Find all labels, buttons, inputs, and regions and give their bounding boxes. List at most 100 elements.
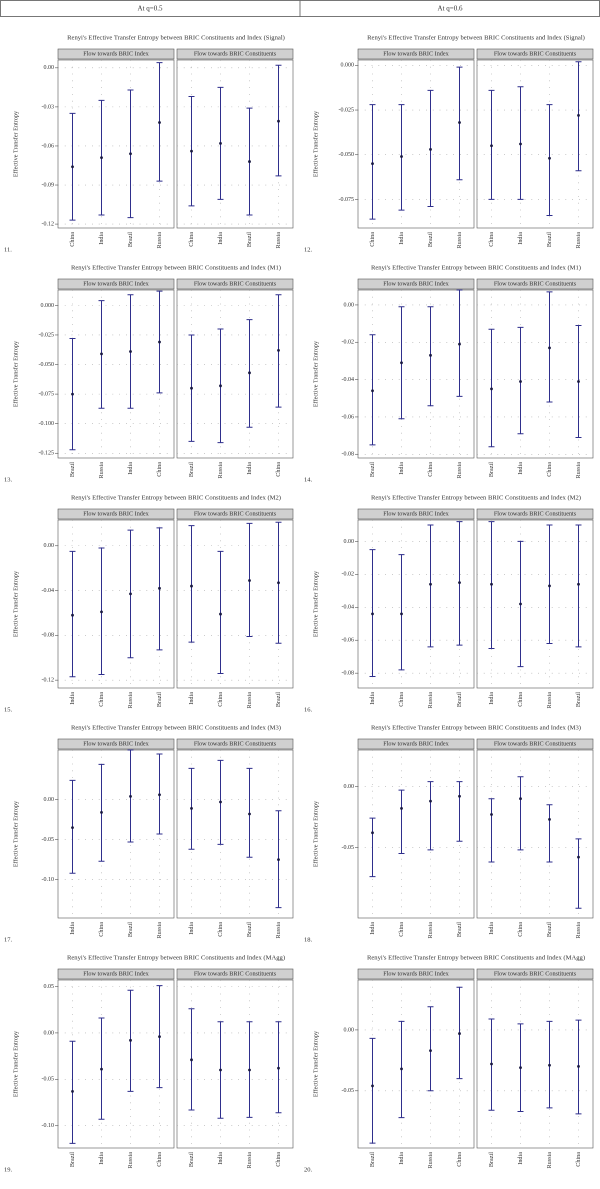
facet-strip [176, 968, 294, 980]
facet-label: Flow towards BRIC Index [83, 280, 149, 287]
mean-point [190, 584, 193, 588]
chart-title: Renyi's Effective Transfer Entropy betwe… [371, 725, 581, 732]
y-tick-label: 0.00 [344, 539, 355, 545]
y-tick-label: -0.05 [342, 1088, 355, 1094]
panel [57, 289, 175, 459]
y-axis-label: Effective Transfer Entropy [312, 570, 319, 637]
column-header: At q=0.6 [438, 5, 463, 13]
facet-strip [476, 48, 594, 60]
x-tick-label: Russia [427, 1152, 434, 1169]
y-tick-label: 0.00 [44, 1030, 55, 1036]
chart-title: Renyi's Effective Transfer Entropy betwe… [67, 955, 285, 962]
y-tick-label: -0.05 [42, 837, 55, 843]
x-tick-label: Brazil [246, 922, 253, 937]
error-bar [427, 524, 434, 648]
y-tick-label: -0.04 [42, 588, 55, 594]
mean-point [519, 1066, 522, 1070]
chart-title: Renyi's Effective Transfer Entropy betwe… [367, 955, 585, 962]
y-tick-label: -0.09 [42, 182, 55, 188]
y-tick-label: -0.06 [42, 143, 55, 149]
facet-label: Flow towards BRIC Constituents [194, 740, 277, 747]
y-axis-label: Effective Transfer Entropy [12, 570, 19, 637]
figure-number: 18. [304, 936, 313, 943]
panel [57, 59, 175, 229]
x-tick-label: India [488, 692, 495, 705]
x-tick-label: Brazil [575, 692, 582, 707]
y-axis-label: Effective Transfer Entropy [12, 110, 19, 177]
mean-point [248, 371, 251, 375]
mean-point [490, 144, 493, 148]
mean-point [577, 380, 580, 383]
y-axis-label: Effective Transfer Entropy [12, 800, 19, 867]
x-tick-label: India [217, 232, 224, 245]
mean-point [248, 160, 251, 163]
x-tick-label: China [156, 462, 163, 477]
facet-label: Flow towards BRIC Constituents [194, 510, 277, 517]
y-tick-label: 0.000 [41, 303, 55, 309]
facet-label: Flow towards BRIC Index [383, 50, 449, 57]
x-tick-label: India [517, 232, 524, 245]
mean-point [371, 831, 374, 835]
y-tick-label: -0.075 [339, 197, 355, 203]
error-bar [488, 798, 495, 863]
x-tick-label: India [398, 232, 405, 245]
x-tick-label: China [398, 922, 405, 937]
panel [176, 749, 294, 919]
x-tick-label: Russia [246, 692, 253, 709]
error-bar [369, 817, 376, 878]
error-bar [188, 525, 195, 643]
y-tick-label: -0.100 [39, 421, 55, 427]
facet-label: Flow towards BRIC Index [83, 970, 149, 977]
error-bar [456, 781, 463, 842]
x-tick-label: China [427, 462, 434, 477]
x-tick-label: Brazil [456, 922, 463, 937]
facet-strip [357, 48, 475, 60]
column-header: At q=0.5 [138, 5, 163, 13]
x-tick-label: India [246, 462, 253, 475]
mean-point [158, 121, 161, 124]
error-bar [398, 554, 405, 671]
mean-point [71, 165, 74, 169]
x-tick-label: China [98, 692, 105, 707]
facet-label: Flow towards BRIC Index [83, 510, 149, 517]
mean-point [548, 346, 551, 350]
mean-point [519, 142, 522, 146]
x-tick-label: Brazil [369, 462, 376, 477]
panel [57, 519, 175, 689]
y-axis-label: Effective Transfer Entropy [312, 110, 319, 177]
x-tick-label: India [188, 922, 195, 935]
y-tick-label: -0.05 [42, 1077, 55, 1083]
figure-number: 12. [304, 246, 313, 253]
error-bar [369, 1037, 376, 1144]
chart-title: Renyi's Effective Transfer Entropy betwe… [367, 35, 585, 42]
mean-point [548, 156, 551, 160]
x-tick-label: India [369, 922, 376, 935]
y-tick-label: -0.05 [342, 845, 355, 851]
mean-point [129, 350, 132, 353]
mean-point [129, 795, 132, 798]
x-tick-label: China [517, 922, 524, 937]
y-tick-label: 0.00 [44, 543, 55, 549]
x-tick-label: Russia [546, 1152, 553, 1169]
facet-strip [357, 508, 475, 520]
x-tick-label: China [517, 692, 524, 707]
panel [357, 59, 475, 229]
mean-point [248, 812, 251, 816]
error-bar [217, 550, 224, 674]
y-tick-label: -0.125 [39, 451, 55, 457]
mean-point [248, 1068, 251, 1072]
figure-number: 15. [4, 706, 13, 713]
mean-point [71, 826, 74, 829]
y-tick-label: -0.025 [39, 332, 55, 338]
y-tick-label: -0.02 [342, 572, 355, 578]
mean-point [219, 384, 222, 388]
x-tick-label: Russia [275, 922, 282, 939]
x-tick-label: Russia [456, 462, 463, 479]
y-tick-label: -0.04 [342, 605, 355, 611]
x-tick-label: Russia [456, 232, 463, 249]
y-tick-label: -0.08 [342, 452, 355, 458]
mean-point [129, 152, 132, 156]
facet-label: Flow towards BRIC Constituents [494, 510, 577, 517]
figure-number: 20. [304, 1166, 313, 1173]
mean-point [429, 353, 432, 357]
